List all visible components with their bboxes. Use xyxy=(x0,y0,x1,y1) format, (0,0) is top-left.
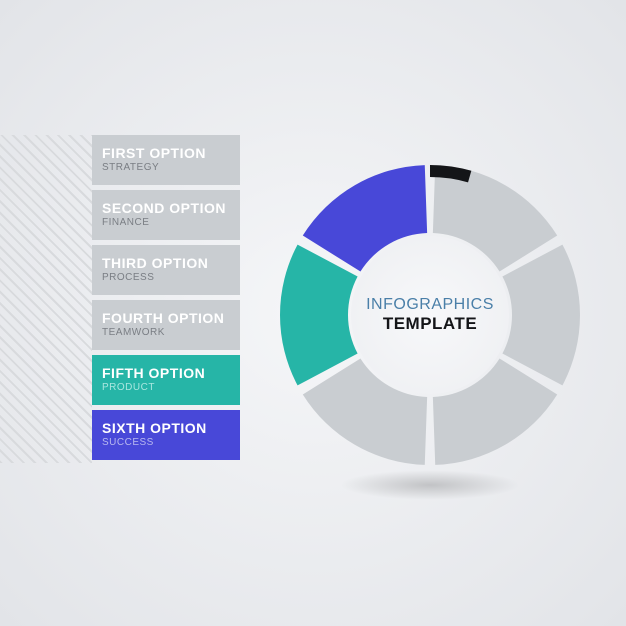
option-5-title: FIFTH OPTION xyxy=(102,366,230,381)
donut-chart: INFOGRAPHICS TEMPLATE xyxy=(275,160,585,470)
chart-shadow xyxy=(340,470,520,500)
option-4-title: FOURTH OPTION xyxy=(102,311,230,326)
donut-center: INFOGRAPHICS TEMPLATE xyxy=(351,236,509,394)
option-2-title: SECOND OPTION xyxy=(102,201,230,216)
donut-segment-5 xyxy=(280,245,358,386)
option-1-title: FIRST OPTION xyxy=(102,146,230,161)
option-5-sub: PRODUCT xyxy=(102,382,230,394)
option-2-sub: FINANCE xyxy=(102,217,230,229)
option-1: FIRST OPTION STRATEGY xyxy=(92,135,240,185)
option-3-sub: PROCESS xyxy=(102,272,230,284)
option-3-title: THIRD OPTION xyxy=(102,256,230,271)
option-5: FIFTH OPTION PRODUCT xyxy=(92,355,240,405)
option-1-sub: STRATEGY xyxy=(102,162,230,174)
option-6-title: SIXTH OPTION xyxy=(102,421,230,436)
options-list: FIRST OPTION STRATEGY SECOND OPTION FINA… xyxy=(92,135,240,460)
donut-segment-2 xyxy=(502,245,580,386)
option-2: SECOND OPTION FINANCE xyxy=(92,190,240,240)
hatched-background xyxy=(0,135,92,463)
option-6-sub: SUCCESS xyxy=(102,437,230,449)
option-3: THIRD OPTION PROCESS xyxy=(92,245,240,295)
option-6: SIXTH OPTION SUCCESS xyxy=(92,410,240,460)
option-4: FOURTH OPTION TEAMWORK xyxy=(92,300,240,350)
center-title: INFOGRAPHICS xyxy=(366,296,494,314)
center-subtitle: TEMPLATE xyxy=(383,314,477,334)
option-4-sub: TEAMWORK xyxy=(102,327,230,339)
